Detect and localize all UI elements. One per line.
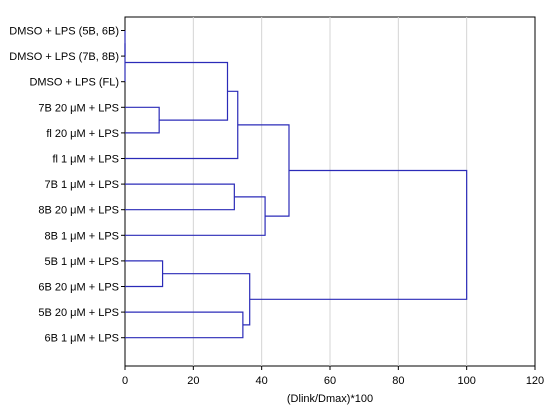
leaf-label: 5B 20 μM + LPS [38, 307, 119, 319]
leaf-label: 6B 1 μM + LPS [44, 333, 119, 345]
dendrogram-link-n8 [125, 311, 244, 339]
x-tick-label-60: 60 [324, 375, 336, 387]
leaf-label: 8B 20 μM + LPS [38, 205, 119, 217]
grid-lines [192, 17, 468, 366]
dendrogram-link-n11 [237, 124, 290, 217]
dendrogram-link-n12 [249, 169, 468, 300]
leaf-label: fl 20 μM + LPS [46, 128, 119, 140]
x-tick-label-40: 40 [256, 375, 268, 387]
leaf-label: fl 1 μM + LPS [52, 154, 119, 166]
dendrogram-link-n5 [125, 61, 229, 121]
leaf-label: 8B 1 μM + LPS [44, 230, 119, 242]
x-axis-label: (Dlink/Dmax)*100 [287, 393, 373, 405]
leaf-labels: DMSO + LPS (5B, 6B) DMSO + LPS (7B, 8B) DM… [9, 26, 125, 345]
x-tick-label-80: 80 [392, 375, 404, 387]
dendrogram-link-n4 [125, 260, 164, 288]
x-tick-label-120: 120 [526, 375, 544, 387]
leaf-label: DMSO + LPS (5B, 6B) [9, 26, 119, 38]
dendrogram-link-n9 [162, 273, 251, 326]
leaf-label: 6B 20 μM + LPS [38, 282, 119, 294]
dendrogram-link-n6 [125, 183, 235, 211]
x-axis-ticks: 0 20 40 60 80 100 120 [122, 366, 544, 387]
x-tick-label-100: 100 [457, 375, 475, 387]
dendrogram-link-n10 [125, 196, 266, 236]
x-tick-label-20: 20 [187, 375, 199, 387]
dendrogram-link-n7 [125, 90, 239, 160]
leaf-label: 5B 1 μM + LPS [44, 256, 119, 268]
leaf-label: 7B 20 μM + LPS [38, 102, 119, 114]
dendrogram-links [124, 30, 468, 339]
leaf-label: DMSO + LPS (FL) [29, 77, 119, 89]
leaf-label: 7B 1 μM + LPS [44, 179, 119, 191]
x-tick-label-0: 0 [122, 375, 128, 387]
leaf-label: DMSO + LPS (7B, 8B) [9, 51, 119, 63]
dendrogram-link-n3 [125, 106, 160, 134]
